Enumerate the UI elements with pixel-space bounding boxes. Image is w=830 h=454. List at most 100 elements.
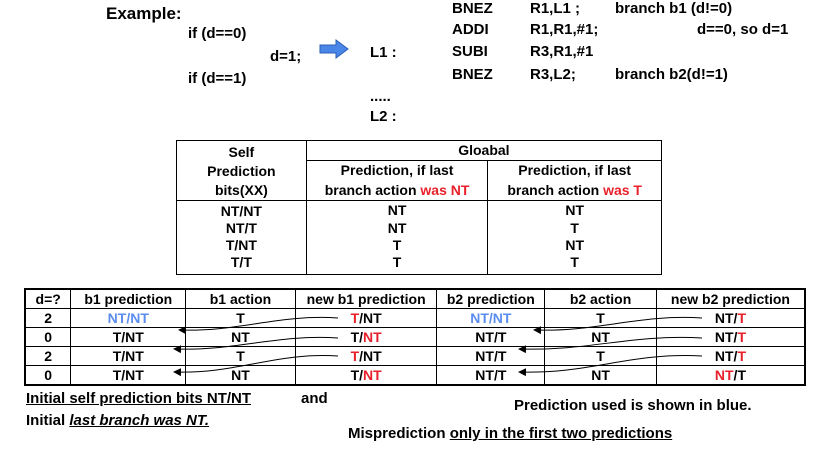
cell-new-b2-prediction-sep: / — [733, 366, 738, 383]
col-t-line2-text: branch action — [507, 181, 604, 198]
cell-new-b1-prediction-second: NT — [363, 366, 382, 383]
cell-new-b2-prediction-sep: / — [733, 328, 738, 345]
misprediction-note-pre: Misprediction — [348, 425, 450, 442]
global-header: Gloabal — [306, 140, 662, 161]
col-nt-line1: Prediction, if last — [306, 160, 489, 181]
t-row-4: T — [570, 254, 579, 270]
cell-new-b1-prediction-sep: / — [359, 366, 364, 383]
global-prediction-table: Self Prediction bits(XX) Gloabal Predict… — [176, 140, 662, 275]
cell-new-b1-prediction: T/NT — [294, 327, 438, 347]
asm-comment-1: branch b1 (d!=0) — [615, 0, 733, 17]
cell-new-b2-prediction-first: NT — [714, 366, 734, 383]
misprediction-note: Misprediction only in the first two pred… — [348, 425, 672, 442]
bits-row-4: T/T — [176, 254, 307, 275]
table-row: 0 T/NT NT T/NT NT/T NT NT/T — [24, 327, 806, 347]
asm-args-3: R3,R1,#1 — [530, 43, 594, 60]
cell-b2-prediction-sep: / — [493, 366, 498, 383]
header-new-b2-prediction: new b2 prediction — [655, 288, 806, 309]
asm-op-4: BNEZ — [452, 66, 493, 83]
cell-b1-prediction-sep: / — [121, 366, 126, 383]
initial-note-line2: Initial last branch was NT. — [26, 412, 209, 429]
cell-new-b2-prediction: NT/T — [655, 346, 806, 366]
transition-arrow — [178, 316, 339, 335]
cell-b1-prediction-first: T — [112, 366, 122, 383]
cell-new-b2-prediction-second: T — [737, 347, 746, 364]
cell-b1-prediction-sep: / — [126, 309, 131, 326]
cell-b2-prediction-first: NT — [475, 366, 494, 383]
cell-b2-prediction-first: NT — [475, 328, 494, 345]
cell-b2-prediction-second: T — [497, 347, 507, 364]
cell-b1-prediction-second: NT — [125, 366, 144, 383]
bits-row-2: NT/T — [176, 220, 307, 237]
self-header-1: Self — [228, 144, 255, 160]
blue-note: Prediction used is shown in blue. — [514, 397, 752, 414]
misprediction-note-underlined: only in the first two predictions — [449, 425, 673, 442]
asm-args-2: R1,R1,#1; — [530, 21, 599, 38]
transition-arrow — [173, 355, 339, 377]
cell-b2-prediction-sep: / — [493, 347, 498, 364]
cell-b1-prediction: T/NT — [70, 346, 187, 366]
transition-arrow — [518, 355, 703, 377]
col-nt-line2-text: branch action — [324, 181, 421, 198]
cell-new-b1-prediction-second: NT — [363, 328, 382, 345]
asm-comment-4: branch b2(d!=1) — [615, 66, 728, 83]
asm-op-3: SUBI — [452, 43, 488, 60]
cell-b1-prediction-second: NT — [125, 328, 144, 345]
self-header-2: Prediction — [207, 163, 276, 179]
asm-op-1: BNEZ — [452, 0, 493, 17]
nt-row-3: T — [306, 237, 489, 254]
cell-new-b2-prediction-first: NT — [714, 328, 734, 345]
table-row: 2 T/NT T T/NT NT/T T NT/T — [24, 346, 806, 366]
right-arrow-icon — [319, 39, 349, 59]
cell-b1-prediction: T/NT — [70, 365, 187, 386]
col-t-line2: branch action was T — [487, 180, 662, 201]
transition-arrow — [533, 316, 703, 335]
cell-b1-prediction-first: T — [112, 347, 122, 364]
asm-comment-2: d==0, so d=1 — [697, 21, 789, 38]
nt-row-1: NT — [306, 200, 489, 220]
t-row-2: T — [570, 220, 579, 236]
t-row-1: NT — [565, 202, 585, 218]
cell-new-b2-prediction-sep: / — [733, 347, 738, 364]
cell-b2-prediction-sep: / — [493, 328, 498, 345]
cell-new-b1-prediction-sep: / — [359, 347, 364, 364]
asm-args-4: R3,L2; — [530, 66, 576, 83]
if-d-eq-0: if (d==0) — [188, 25, 247, 42]
t-row-3: NT — [565, 237, 585, 253]
cell-new-b1-prediction-first: T — [350, 347, 360, 364]
cell-new-b1-prediction-first: T — [350, 366, 360, 383]
nt-row-2: NT — [306, 220, 489, 237]
cell-new-b1-prediction: T/NT — [294, 346, 438, 366]
cell-b1-prediction-second: NT — [125, 347, 144, 364]
cell-new-b1-prediction: T/NT — [294, 365, 438, 386]
header-b1-prediction: b1 prediction — [70, 288, 187, 309]
col-t-red: was T — [603, 181, 642, 198]
cell-b2-prediction-second: T — [497, 366, 507, 383]
label-l2: L2 : — [370, 108, 397, 125]
header-b2-action: b2 action — [544, 288, 657, 309]
cell-new-b1-prediction-sep: / — [359, 309, 364, 326]
transition-arrow — [173, 336, 339, 354]
d-assign: d=1; — [270, 48, 302, 65]
cell-b2-prediction-first: NT — [475, 347, 494, 364]
cell-new-b2-prediction-second: T — [737, 366, 746, 383]
if-d-eq-1: if (d==1) — [188, 70, 247, 87]
cell-b2-prediction-second: T — [497, 328, 507, 345]
bits-row-1: NT/NT — [176, 200, 307, 220]
branch-prediction-table: d=? b1 prediction b1 action new b1 predi… — [24, 288, 806, 386]
cell-new-b2-prediction-second: T — [737, 328, 746, 345]
ellipsis: ..... — [370, 88, 391, 105]
cell-new-b2-prediction-second: T — [737, 309, 746, 326]
initial-note-line1-tail: and — [301, 390, 328, 407]
cell-new-b1-prediction-first: T — [350, 309, 360, 326]
cell-b1-prediction: T/NT — [70, 327, 187, 347]
cell-new-b2-prediction-sep: / — [733, 309, 738, 326]
bits-row-3: T/NT — [176, 237, 307, 254]
cell-b2-prediction-sep: / — [488, 309, 493, 326]
cell-b2-prediction-second: NT — [492, 309, 512, 326]
cell-b2-action: NT — [544, 365, 657, 386]
initial-note-line2-pre: Initial — [26, 412, 70, 429]
initial-note-line1-text: Initial self prediction bits NT/NT — [26, 390, 252, 407]
example-title: Example: — [106, 4, 182, 23]
